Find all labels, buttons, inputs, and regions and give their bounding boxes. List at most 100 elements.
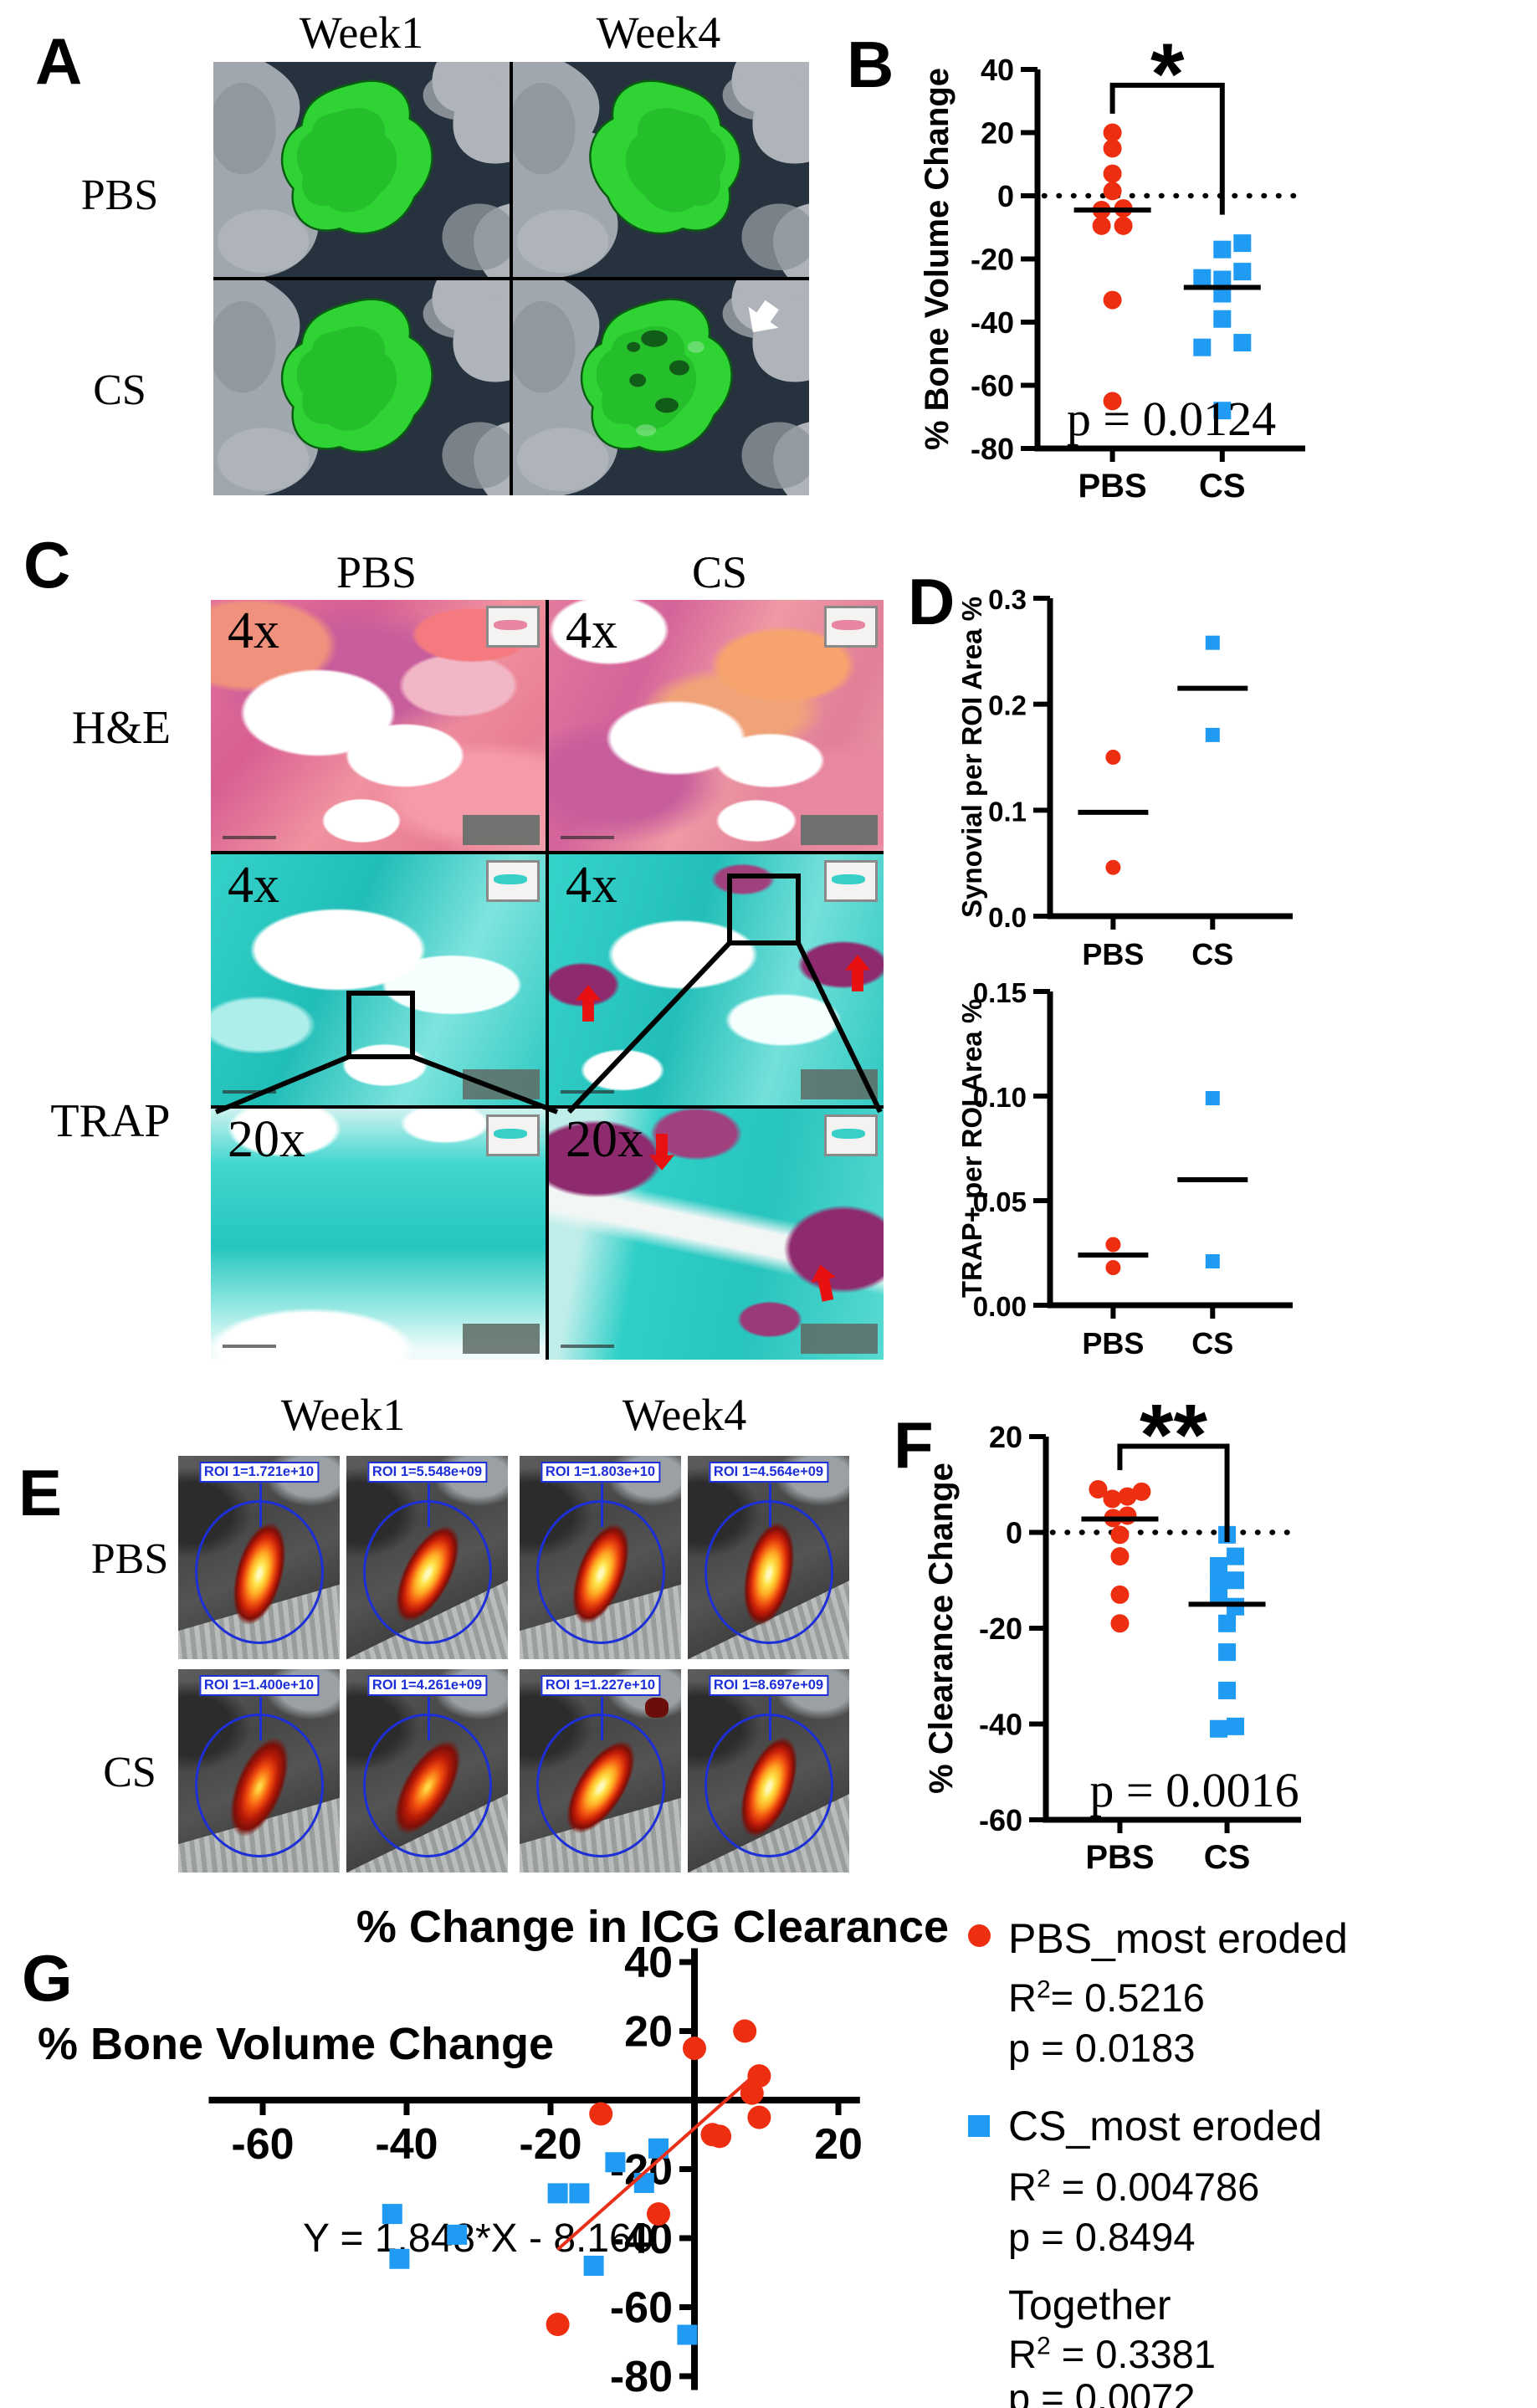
roi-pointer-line	[768, 1483, 771, 1527]
roi-value-label: ROI 1=1.721e+10	[198, 1462, 320, 1483]
panel-a-header-week4: Week4	[596, 8, 721, 58]
svg-text:0: 0	[997, 179, 1014, 213]
scale-bar	[561, 1345, 614, 1348]
scale-bar	[223, 1090, 276, 1094]
legend-cs-r2: R2 = 0.004786	[1008, 2165, 1260, 2209]
legend-pbs-p: p = 0.0183	[1008, 2026, 1196, 2070]
panel-g-xlabel: % Bone Volume Change	[38, 2019, 555, 2069]
svg-text:0.0: 0.0	[988, 902, 1027, 933]
legend-cs-r2-value: = 0.004786	[1050, 2165, 1260, 2209]
magnification-label: 20x	[566, 1111, 643, 1168]
scale-bar	[561, 836, 614, 839]
scale-info-box	[801, 1324, 878, 1354]
scale-info-box	[463, 1069, 540, 1099]
svg-text:-60: -60	[610, 2284, 673, 2333]
he-image-cs-4x: 4x	[549, 600, 884, 851]
svg-text:0.1: 0.1	[988, 796, 1027, 827]
svg-text:20: 20	[624, 2008, 673, 2057]
svg-text:-40: -40	[375, 2120, 438, 2169]
svg-text:PBS: PBS	[1082, 937, 1144, 971]
svg-text:-80: -80	[610, 2353, 673, 2401]
scale-info-box	[463, 1324, 540, 1354]
roi-pointer-line	[427, 1483, 430, 1527]
slide-thumbnail-icon	[486, 860, 540, 902]
slide-thumbnail-icon	[824, 606, 878, 648]
icg-image-cs-week1-a: ROI 1=1.400e+10	[178, 1669, 340, 1873]
magnification-label: 4x	[228, 602, 279, 659]
clearance-change-chart: 20 0 -20 -40 -60 PBS CS ** p = 0.0016 % Clearance…	[923, 1386, 1304, 1876]
icg-image-pbs-week1-a: ROI 1=1.721e+10	[178, 1456, 340, 1659]
legend-cs-marker-icon	[968, 2115, 990, 2137]
roi-value-label: ROI 1=5.548e+09	[366, 1462, 488, 1483]
panel-e-row-pbs: PBS	[90, 1535, 169, 1583]
svg-text:% Bone Volume Change: % Bone Volume Change	[919, 68, 956, 450]
microct-image-grid	[213, 62, 809, 495]
legend-pbs-r2: R2= 0.5216	[1008, 1975, 1205, 2020]
icg-image-pbs-week4-a: ROI 1=1.803e+10	[520, 1456, 681, 1659]
trap-image-cs-20x: 20x	[549, 1109, 884, 1360]
roi-value-label: ROI 1=1.227e+10	[540, 1675, 661, 1696]
legend-pbs-name: PBS_most eroded	[1008, 1915, 1348, 1962]
magnification-label: 20x	[228, 1111, 305, 1168]
slide-thumbnail-icon	[824, 860, 878, 902]
slide-thumbnail-icon	[486, 606, 540, 648]
trap-image-pbs-4x: 4x	[211, 854, 546, 1105]
svg-text:PBS: PBS	[1078, 468, 1146, 505]
regression-equation: Y = 1.848*X - 8.160	[303, 2216, 654, 2261]
legend-together-p: p = 0.0072	[1008, 2375, 1196, 2408]
svg-text:CS: CS	[1191, 937, 1233, 971]
svg-text:0: 0	[1006, 1516, 1022, 1550]
panel-f-label: F	[894, 1408, 934, 1482]
panel-a-header-week1: Week1	[299, 8, 424, 58]
roi-pointer-line	[600, 1483, 603, 1527]
microct-image-pbs-week1	[213, 62, 510, 277]
svg-text:PBS: PBS	[1085, 1839, 1154, 1876]
svg-text:0.2: 0.2	[988, 690, 1027, 721]
svg-text:*: *	[1150, 26, 1185, 123]
roi-pointer-line	[427, 1697, 430, 1740]
roi-value-label: ROI 1=8.697e+09	[708, 1675, 829, 1696]
svg-text:CS: CS	[1204, 1839, 1251, 1876]
roi-pointer-line	[259, 1483, 262, 1527]
roi-value-label: ROI 1=1.803e+10	[540, 1462, 661, 1483]
legend-together-name: Together	[1008, 2282, 1171, 2329]
svg-text:CS: CS	[1191, 1326, 1233, 1360]
svg-text:0.3: 0.3	[988, 584, 1027, 615]
svg-text:PBS: PBS	[1082, 1326, 1144, 1360]
svg-text:p = 0.0016: p = 0.0016	[1089, 1763, 1299, 1817]
svg-text:-60: -60	[231, 2120, 294, 2169]
svg-text:-40: -40	[971, 305, 1014, 340]
svg-text:0.00: 0.00	[973, 1291, 1027, 1322]
svg-text:-60: -60	[979, 1803, 1022, 1837]
svg-text:20: 20	[989, 1420, 1022, 1454]
panel-d-label: D	[908, 565, 956, 638]
svg-text:40: 40	[624, 1939, 673, 1987]
legend-pbs-marker-icon	[968, 1924, 991, 1947]
svg-text:TRAP+ per ROI Area %: TRAP+ per ROI Area %	[956, 999, 987, 1298]
legend-together-r2-value: = 0.3381	[1050, 2332, 1216, 2376]
panel-a-row-cs: CS	[93, 366, 146, 414]
svg-text:-20: -20	[519, 2120, 581, 2169]
microct-image-pbs-week4	[513, 62, 809, 277]
svg-text:-20: -20	[979, 1611, 1022, 1646]
magnification-label: 4x	[566, 857, 617, 914]
icg-image-grid: ROI 1=1.721e+10 ROI 1=5.548e+09 ROI 1=1.…	[178, 1456, 849, 1873]
trap-image-cs-4x: 4x	[549, 854, 884, 1105]
svg-text:CS: CS	[1199, 468, 1246, 505]
slide-thumbnail-icon	[486, 1114, 540, 1156]
svg-text:-20: -20	[971, 243, 1014, 277]
icg-image-cs-week1-b: ROI 1=4.261e+09	[346, 1669, 508, 1873]
microct-image-cs-week4	[513, 280, 809, 495]
he-image-pbs-4x: 4x	[211, 600, 546, 851]
svg-text:-80: -80	[971, 432, 1014, 466]
panel-g-label: G	[22, 1941, 73, 2015]
scale-bar	[223, 836, 276, 839]
scale-info-box	[801, 1069, 878, 1099]
legend-pbs-r2-value: = 0.5216	[1050, 1975, 1205, 2020]
svg-text:p = 0.0124: p = 0.0124	[1067, 392, 1276, 446]
panel-c-label: C	[23, 528, 71, 602]
icg-image-pbs-week1-b: ROI 1=5.548e+09	[346, 1456, 508, 1659]
magnification-label: 4x	[228, 857, 279, 914]
roi-pointer-line	[259, 1697, 262, 1740]
trap-positive-arrow-icon	[576, 985, 601, 1022]
